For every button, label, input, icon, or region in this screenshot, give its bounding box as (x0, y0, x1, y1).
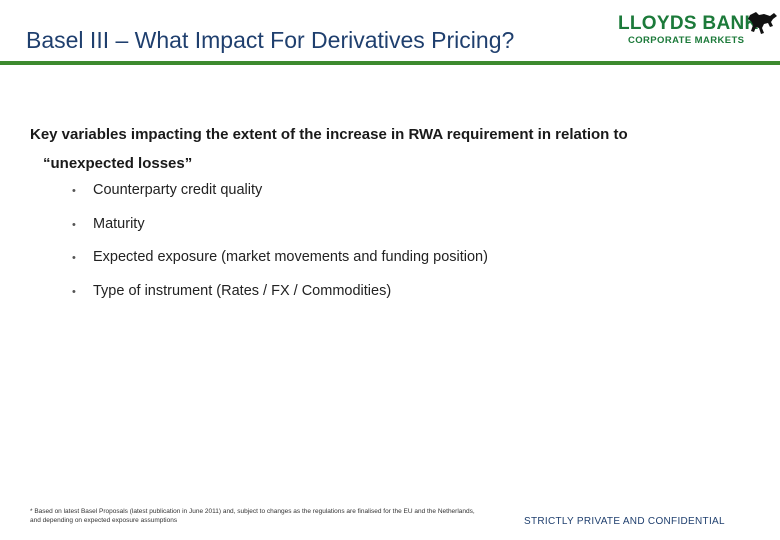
logo-subtitle: CORPORATE MARKETS (628, 35, 745, 46)
variables-list: • Counterparty credit quality • Maturity •… (72, 182, 488, 316)
bullet-icon: • (72, 185, 76, 197)
logo-name: LLOYDS BANK (618, 13, 759, 34)
bullet-icon: • (72, 285, 76, 298)
list-item: • Expected exposure (market movements and… (72, 249, 488, 283)
lloyds-bank-logo: LLOYDS BANK CORPORATE MARKETS (616, 11, 777, 51)
key-variables-heading: Key variables impacting the extent of th… (30, 120, 750, 178)
confidential-label: STRICTLY PRIVATE AND CONFIDENTIAL (524, 516, 725, 527)
list-item-text: Expected exposure (market movements and … (93, 249, 488, 265)
list-item: • Type of instrument (Rates / FX / Commod… (72, 283, 488, 317)
heading-line-2: “unexpected losses” (43, 155, 193, 172)
footnote: * Based on latest Basel Proposals (lates… (30, 508, 475, 524)
heading-line-1: Key variables impacting the extent of th… (30, 126, 628, 143)
slide-title: Basel III – What Impact For Derivatives … (26, 27, 515, 53)
list-item: • Maturity (72, 216, 488, 250)
black-horse-icon (748, 12, 777, 34)
list-item-text: Maturity (93, 215, 145, 232)
list-item-text: Counterparty credit quality (93, 182, 263, 198)
list-item-text: Type of instrument (Rates / FX / Commodi… (93, 282, 392, 299)
title-divider (0, 61, 780, 65)
bullet-icon: • (72, 252, 76, 264)
list-item: • Counterparty credit quality (72, 182, 488, 216)
bullet-icon: • (72, 218, 76, 231)
